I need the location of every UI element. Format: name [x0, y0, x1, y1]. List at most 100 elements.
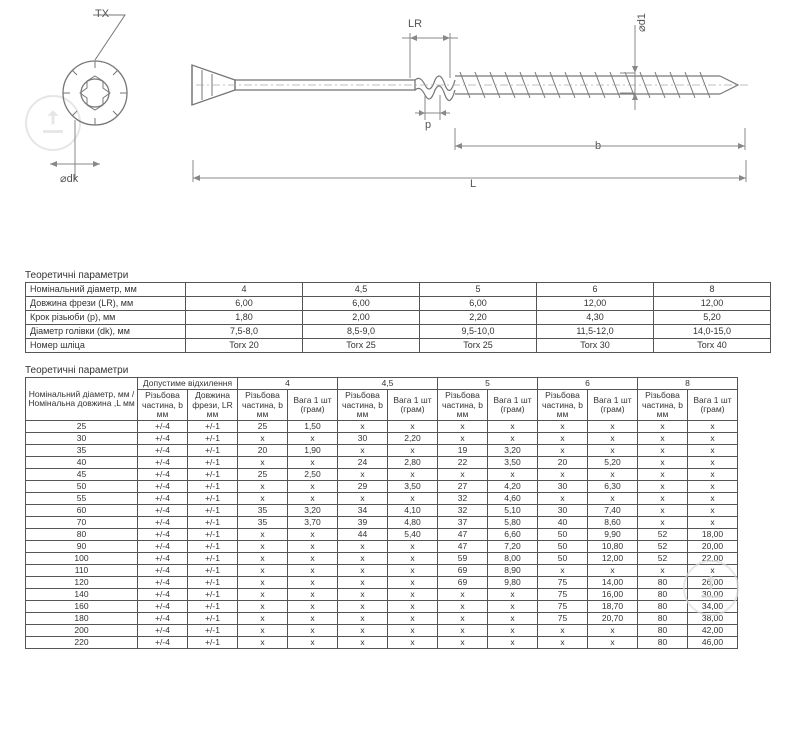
data-value: 16,00: [588, 589, 638, 601]
data-value: x: [438, 421, 488, 433]
data-value: 5,80: [488, 517, 538, 529]
length-value: 50: [26, 481, 138, 493]
data-value: x: [238, 637, 288, 649]
tol-value: +/-1: [188, 553, 238, 565]
data-value: x: [388, 541, 438, 553]
data-value: 3,70: [288, 517, 338, 529]
b-dim: [450, 128, 770, 158]
data-value: 25: [238, 469, 288, 481]
col-diameter: 4: [238, 378, 338, 390]
data-value: x: [238, 553, 288, 565]
tol-value: +/-4: [138, 625, 188, 637]
data-value: x: [538, 493, 588, 505]
length-value: 25: [26, 421, 138, 433]
sub-header: Різьбова частина, b мм: [138, 390, 188, 421]
data-value: x: [238, 493, 288, 505]
data-value: x: [588, 469, 638, 481]
tol-value: +/-1: [188, 493, 238, 505]
param-value: Torx 30: [537, 339, 654, 353]
data-value: 34: [338, 505, 388, 517]
length-value: 40: [26, 457, 138, 469]
data-value: x: [638, 469, 688, 481]
data-value: 20: [238, 445, 288, 457]
data-value: 80: [638, 625, 688, 637]
col-diameter: 5: [438, 378, 538, 390]
data-value: x: [338, 637, 388, 649]
data-value: 75: [538, 601, 588, 613]
tol-value: +/-1: [188, 469, 238, 481]
data-value: x: [588, 421, 638, 433]
d1-dim: [620, 25, 650, 115]
length-value: 180: [26, 613, 138, 625]
data-value: 1,50: [288, 421, 338, 433]
watermark-icon: [683, 560, 739, 616]
param-label: Діаметр голівки (dk), мм: [26, 325, 186, 339]
data-value: x: [238, 577, 288, 589]
data-value: x: [388, 577, 438, 589]
tol-value: +/-4: [138, 553, 188, 565]
param-value: Torx 20: [186, 339, 303, 353]
param-value: 12,00: [654, 297, 771, 311]
data-value: x: [538, 565, 588, 577]
data-value: x: [538, 637, 588, 649]
param-value: 4: [186, 283, 303, 297]
data-value: 32: [438, 493, 488, 505]
data-value: 59: [438, 553, 488, 565]
data-value: 75: [538, 613, 588, 625]
data-value: x: [638, 493, 688, 505]
length-value: 110: [26, 565, 138, 577]
param-value: 4,5: [303, 283, 420, 297]
lr-dim: [390, 28, 470, 88]
data-value: 3,50: [388, 481, 438, 493]
data-value: x: [638, 505, 688, 517]
sub-header: Вага 1 шт (грам): [588, 390, 638, 421]
tol-value: +/-4: [138, 445, 188, 457]
data-value: 39: [338, 517, 388, 529]
data-value: 3,50: [488, 457, 538, 469]
data-value: x: [288, 529, 338, 541]
data-value: x: [288, 589, 338, 601]
data-value: x: [688, 469, 738, 481]
param-value: 5: [420, 283, 537, 297]
data-value: 2,50: [288, 469, 338, 481]
sub-header: Різьбова частина, b мм: [638, 390, 688, 421]
data-value: 75: [538, 577, 588, 589]
sub-header: Довжина фрези, LR мм: [188, 390, 238, 421]
tol-value: +/-4: [138, 469, 188, 481]
data-value: x: [288, 541, 338, 553]
tol-value: +/-1: [188, 517, 238, 529]
data-value: 7,20: [488, 541, 538, 553]
data-value: x: [288, 577, 338, 589]
data-value: x: [288, 493, 338, 505]
tol-value: +/-1: [188, 445, 238, 457]
data-value: 75: [538, 589, 588, 601]
tol-value: +/-1: [188, 625, 238, 637]
data-value: 35: [238, 517, 288, 529]
data-value: x: [338, 565, 388, 577]
length-value: 80: [26, 529, 138, 541]
data-value: x: [638, 445, 688, 457]
length-value: 35: [26, 445, 138, 457]
length-value: 90: [26, 541, 138, 553]
data-value: x: [688, 445, 738, 457]
data-value: x: [238, 589, 288, 601]
data-value: x: [338, 577, 388, 589]
data-value: x: [588, 565, 638, 577]
length-value: 45: [26, 469, 138, 481]
length-value: 70: [26, 517, 138, 529]
data-value: x: [638, 433, 688, 445]
data-value: x: [388, 565, 438, 577]
data-value: x: [438, 601, 488, 613]
table1-title: Теоретичні параметри: [25, 270, 799, 281]
data-value: 69: [438, 565, 488, 577]
data-value: x: [538, 469, 588, 481]
data-value: 9,90: [588, 529, 638, 541]
length-value: 200: [26, 625, 138, 637]
data-value: x: [588, 493, 638, 505]
data-value: x: [488, 589, 538, 601]
data-value: 4,20: [488, 481, 538, 493]
data-value: x: [688, 457, 738, 469]
data-value: x: [388, 589, 438, 601]
param-value: Torx 25: [420, 339, 537, 353]
data-value: 5,10: [488, 505, 538, 517]
